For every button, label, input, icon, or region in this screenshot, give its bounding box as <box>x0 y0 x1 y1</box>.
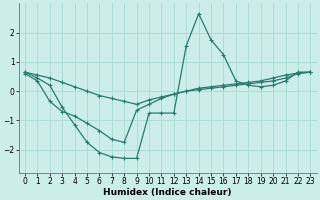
X-axis label: Humidex (Indice chaleur): Humidex (Indice chaleur) <box>103 188 232 197</box>
